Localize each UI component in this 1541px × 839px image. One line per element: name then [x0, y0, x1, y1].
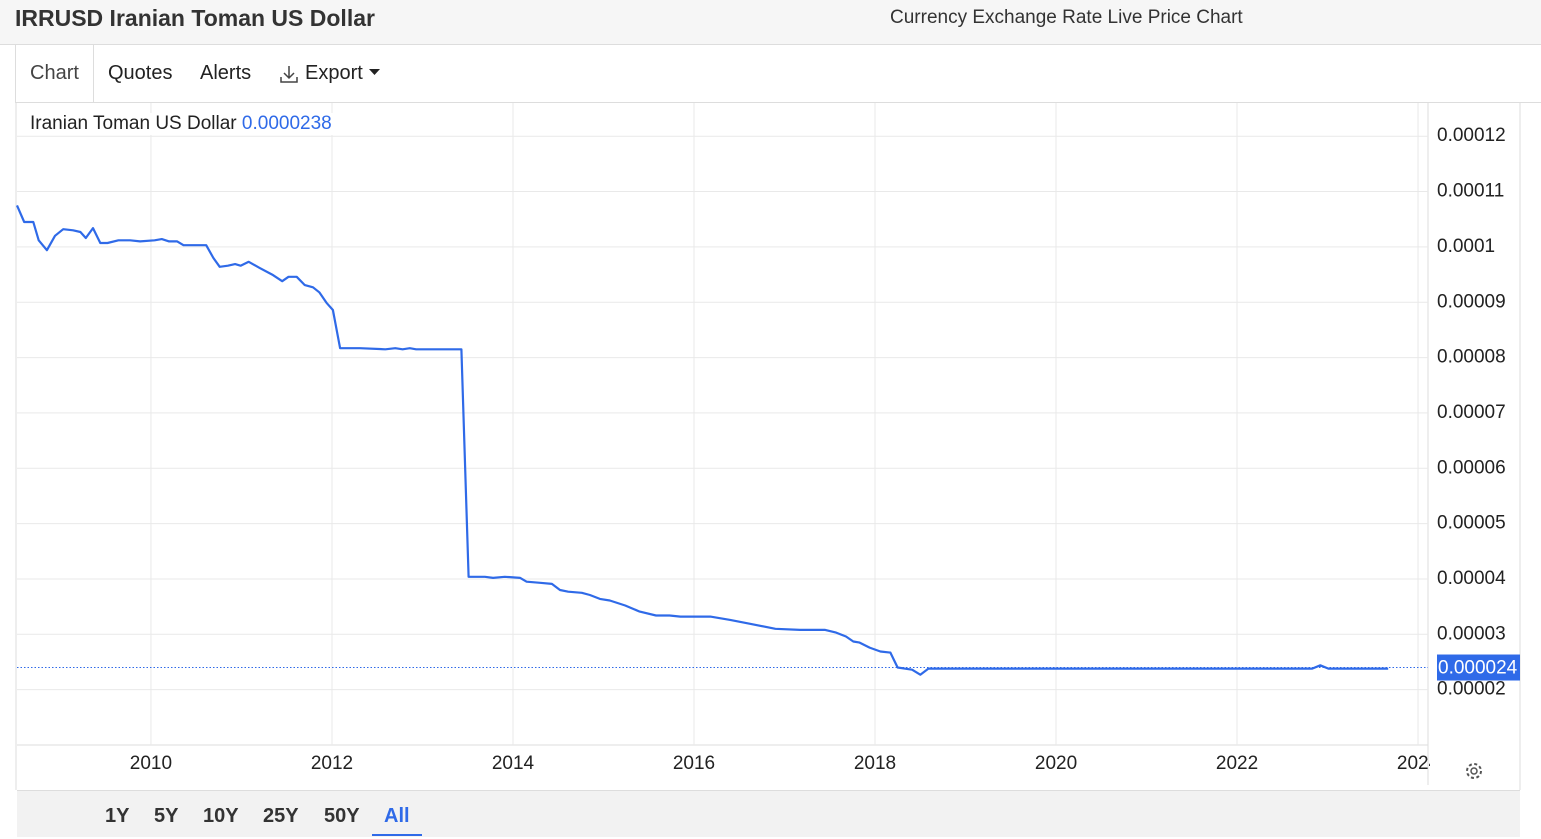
page-title: IRRUSD Iranian Toman US Dollar: [15, 5, 375, 31]
x-tick-label: 2014: [492, 753, 535, 774]
tab[interactable]: Quotes: [108, 62, 173, 84]
y-tick-label: 0.00011: [1437, 181, 1504, 202]
range-button[interactable]: 1Y: [105, 805, 130, 827]
range-button[interactable]: 10Y: [203, 805, 239, 827]
export-icon: [280, 66, 298, 83]
range-button[interactable]: 25Y: [263, 805, 299, 827]
y-tick-label: 0.00004: [1437, 568, 1506, 589]
legend-label: Iranian Toman US Dollar: [30, 113, 237, 134]
range-button[interactable]: All: [372, 805, 422, 836]
range-bar: 1Y 5Y 10Y 25Y 50Y All: [17, 790, 1520, 837]
y-tick-label: 0.00009: [1437, 291, 1506, 312]
y-tick-label: 0.00012: [1437, 125, 1506, 146]
tab[interactable]: Export: [305, 62, 363, 84]
header: IRRUSD Iranian Toman US Dollar Currency …: [0, 0, 1541, 45]
current-price-label: 0.000024: [1438, 658, 1518, 679]
tab-bar: Chart Quotes Alerts Export: [15, 45, 1541, 103]
dropdown-caret: [369, 69, 380, 75]
x-tick-label: 2022: [1216, 753, 1258, 774]
y-tick-label: 0.00008: [1437, 347, 1506, 368]
y-tick-label: 0.00005: [1437, 513, 1506, 534]
current-price-badge: [1437, 654, 1520, 681]
tab[interactable]: Alerts: [200, 62, 252, 84]
range-button[interactable]: 50Y: [324, 805, 360, 827]
legend-value: 0.0000238: [241, 113, 332, 134]
y-tick-label: 0.00003: [1437, 623, 1506, 644]
x-tick-label: 2018: [854, 753, 896, 774]
y-tick-label: 0.00006: [1437, 457, 1506, 478]
tab[interactable]: Chart: [16, 45, 94, 102]
range-button[interactable]: 5Y: [154, 805, 179, 827]
x-tick-label: 2016: [673, 753, 715, 774]
y-tick-label: 0.00007: [1437, 402, 1506, 423]
price-line: [15, 204, 1389, 676]
x-tick-label: 2010: [130, 753, 172, 774]
x-tick-label: 2020: [1035, 753, 1077, 774]
page-subtitle: Currency Exchange Rate Live Price Chart: [890, 7, 1243, 28]
legend: Iranian Toman US Dollar 0.0000238: [30, 113, 342, 135]
settings-icon[interactable]: [1466, 763, 1482, 779]
x-tick-label: 2012: [311, 753, 353, 774]
y-tick-label: 0.00002: [1437, 679, 1506, 700]
y-tick-label: 0.0001: [1437, 236, 1495, 257]
x-tick-label: 2024: [1397, 753, 1440, 774]
